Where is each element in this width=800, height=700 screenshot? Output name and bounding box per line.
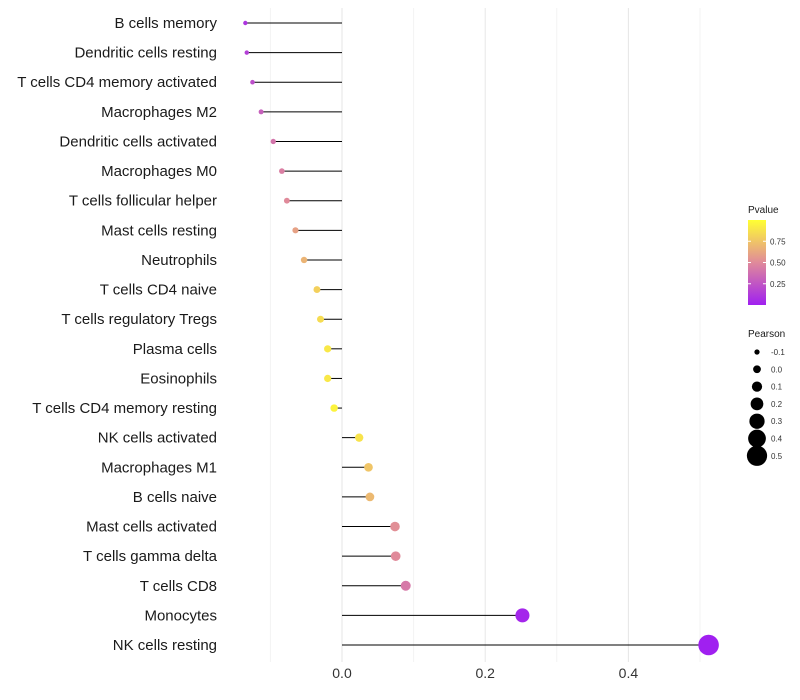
data-point bbox=[355, 433, 364, 442]
size-legend-label: 0.0 bbox=[771, 365, 783, 374]
category-label: Monocytes bbox=[144, 607, 217, 624]
category-label: B cells memory bbox=[114, 15, 217, 32]
size-legend-label: 0.5 bbox=[771, 452, 783, 461]
category-label: T cells CD8 bbox=[140, 578, 217, 595]
size-legend-dot bbox=[751, 381, 763, 392]
data-point bbox=[390, 521, 400, 532]
x-tick-label: 0.0 bbox=[332, 665, 352, 681]
size-legend-label: 0.4 bbox=[771, 435, 783, 444]
data-point bbox=[390, 551, 401, 561]
colorbar-tick-label: 0.50 bbox=[770, 259, 786, 268]
data-point bbox=[292, 227, 299, 234]
data-point bbox=[270, 138, 276, 145]
size-legend-dot bbox=[753, 365, 761, 374]
x-tick-label: 0.4 bbox=[619, 665, 639, 681]
size-legend-dot bbox=[750, 397, 764, 411]
category-label: T cells CD4 memory resting bbox=[32, 400, 217, 417]
size-legend-label: 0.1 bbox=[771, 383, 783, 392]
data-point bbox=[279, 168, 285, 174]
size-legend-label: 0.3 bbox=[771, 417, 783, 426]
category-label: NK cells resting bbox=[113, 637, 217, 654]
pearson-legend: Pearson -0.1 0.0 0.1 0.2 0.3 0.4 0.5 bbox=[746, 329, 785, 466]
category-label: Macrophages M0 bbox=[101, 163, 217, 180]
data-point bbox=[300, 256, 308, 264]
category-label: NK cells activated bbox=[98, 430, 217, 447]
pvalue-legend-title: Pvalue bbox=[748, 205, 779, 216]
category-label: Mast cells resting bbox=[101, 222, 217, 239]
data-point bbox=[515, 608, 530, 623]
data-point bbox=[698, 634, 719, 656]
category-label: T cells follicular helper bbox=[69, 193, 217, 210]
data-point bbox=[400, 580, 411, 591]
x-tick-label: 0.2 bbox=[475, 665, 495, 681]
colorbar-tick-label: 0.75 bbox=[770, 237, 786, 246]
x-axis-ticks: 0.0 0.2 0.4 bbox=[332, 665, 638, 681]
category-label: T cells regulatory Tregs bbox=[61, 311, 217, 328]
category-label: Macrophages M1 bbox=[101, 459, 217, 476]
data-point bbox=[365, 492, 375, 502]
pvalue-colorbar bbox=[748, 220, 766, 305]
data-point bbox=[317, 315, 325, 323]
data-point bbox=[313, 286, 321, 294]
data-point bbox=[250, 79, 255, 85]
data-point bbox=[324, 374, 332, 383]
size-legend-label: -0.1 bbox=[771, 348, 785, 357]
category-labels: B cells memory Dendritic cells resting T c… bbox=[17, 15, 217, 654]
data-point bbox=[324, 345, 332, 353]
category-label: T cells CD4 naive bbox=[100, 282, 217, 299]
data-point bbox=[330, 404, 338, 412]
category-label: Macrophages M2 bbox=[101, 104, 217, 121]
size-legend-dot bbox=[754, 349, 760, 355]
category-label: Neutrophils bbox=[141, 252, 217, 269]
category-label: Mast cells activated bbox=[86, 519, 217, 536]
stems-layer bbox=[245, 22, 709, 646]
data-point bbox=[258, 109, 264, 115]
size-legend-dot bbox=[749, 413, 765, 429]
size-legend-dot bbox=[748, 429, 766, 448]
size-legend-dot bbox=[746, 445, 768, 466]
category-label: B cells naive bbox=[133, 489, 217, 506]
data-point bbox=[364, 462, 373, 472]
pearson-legend-title: Pearson bbox=[748, 329, 785, 340]
points-layer bbox=[243, 20, 719, 656]
size-legend-label: 0.2 bbox=[771, 400, 783, 409]
data-point bbox=[283, 197, 290, 204]
category-label: Plasma cells bbox=[133, 341, 217, 358]
category-label: Dendritic cells activated bbox=[59, 133, 217, 150]
colorbar-tick-label: 0.25 bbox=[770, 280, 786, 289]
category-label: T cells gamma delta bbox=[83, 548, 218, 565]
category-label: Eosinophils bbox=[140, 370, 217, 387]
category-label: Dendritic cells resting bbox=[74, 45, 217, 62]
category-label: T cells CD4 memory activated bbox=[17, 74, 217, 91]
data-point bbox=[244, 50, 249, 55]
pvalue-legend: Pvalue 0.25 0.50 0.75 bbox=[748, 205, 786, 305]
data-point bbox=[243, 20, 248, 26]
grid-layer bbox=[269, 8, 701, 662]
